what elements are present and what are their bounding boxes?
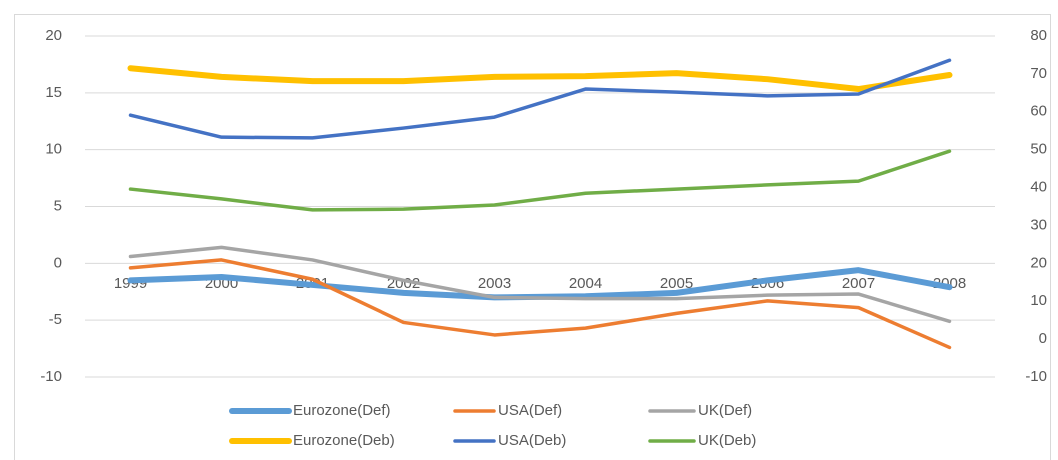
y2-tick-label: 30 [1030, 216, 1047, 233]
y-tick-label: 20 [45, 27, 62, 44]
y-tick-label: 15 [45, 84, 62, 101]
legend-label: Eurozone(Deb) [293, 432, 395, 449]
y-tick-label: -10 [40, 368, 62, 385]
legend-label: USA(Def) [498, 402, 562, 419]
chart-frame [14, 14, 1051, 460]
y2-tick-label: 10 [1030, 292, 1047, 309]
y2-tick-label: 80 [1030, 27, 1047, 44]
legend-label: UK(Def) [698, 402, 752, 419]
series-line [128, 149, 952, 212]
y2-tick-label: 0 [1039, 330, 1047, 347]
x-tick-label: 2007 [842, 275, 875, 292]
y-tick-label: 10 [45, 141, 62, 158]
y-tick-label: -5 [49, 311, 62, 328]
y-tick-label: 0 [54, 254, 62, 271]
series-line [128, 245, 952, 324]
legend-label: UK(Deb) [698, 432, 756, 449]
y2-tick-label: -10 [1025, 368, 1047, 385]
y2-tick-label: 70 [1030, 65, 1047, 82]
series-line [127, 65, 953, 93]
y2-tick-label: 20 [1030, 254, 1047, 271]
y2-tick-label: 50 [1030, 141, 1047, 158]
legend-label: Eurozone(Def) [293, 402, 391, 419]
series-line [128, 58, 952, 140]
x-tick-label: 2004 [569, 275, 602, 292]
legend-label: USA(Deb) [498, 432, 566, 449]
series-line [128, 258, 952, 350]
y2-tick-label: 40 [1030, 179, 1047, 196]
x-tick-label: 2005 [660, 275, 693, 292]
y-tick-label: 5 [54, 197, 62, 214]
x-tick-label: 2003 [478, 275, 511, 292]
y2-tick-label: 60 [1030, 103, 1047, 120]
